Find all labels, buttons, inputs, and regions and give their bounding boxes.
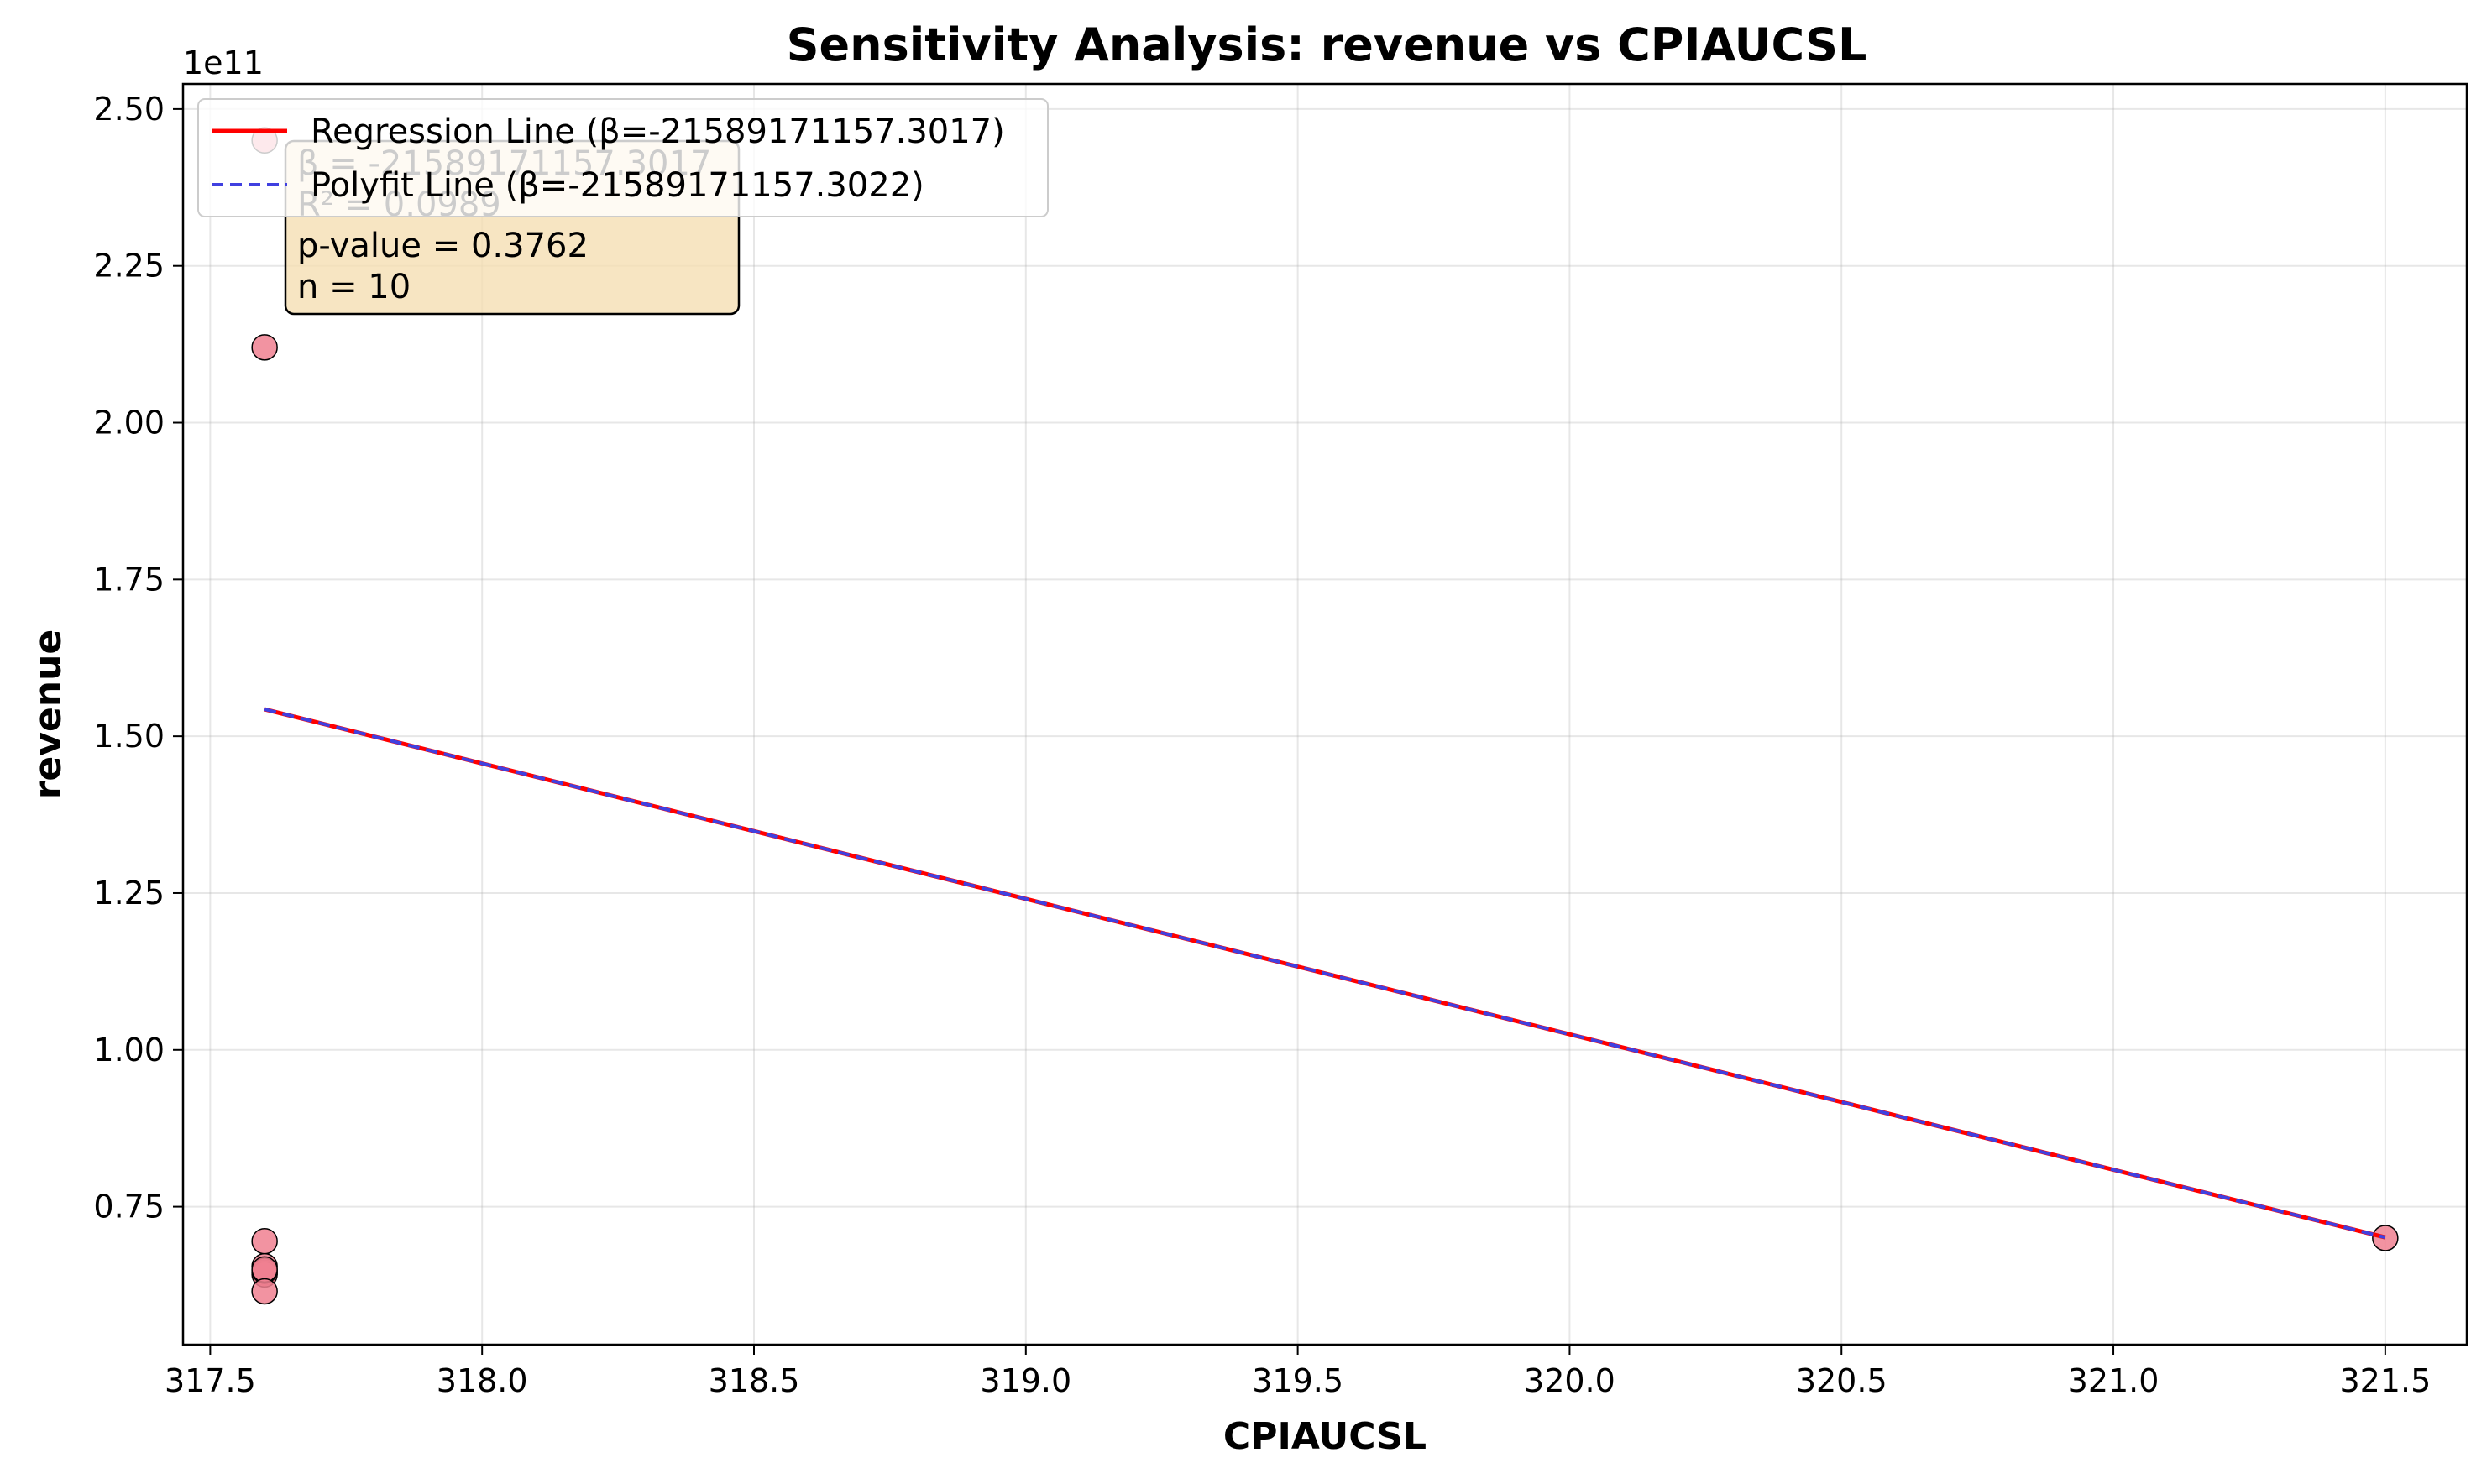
x-axis-label: CPIAUCSL bbox=[1223, 1415, 1427, 1458]
legend-entry: Regression Line (β=-21589171157.3017) bbox=[311, 112, 1005, 151]
y-tick-label: 2.50 bbox=[93, 91, 165, 128]
y-tick-label: 2.00 bbox=[93, 405, 165, 442]
x-tick-label: 319.5 bbox=[1252, 1362, 1343, 1399]
stats-line: p-value = 0.3762 bbox=[297, 227, 589, 265]
x-tick-label: 321.0 bbox=[2068, 1362, 2160, 1399]
stats-line: n = 10 bbox=[297, 268, 411, 306]
x-tick-label: 320.5 bbox=[1796, 1362, 1887, 1399]
legend: Regression Line (β=-21589171157.3017) Pol… bbox=[197, 98, 1049, 217]
y-tick-label: 1.50 bbox=[93, 718, 165, 755]
y-tick-label: 0.75 bbox=[93, 1189, 165, 1225]
y-offset-label: 1e11 bbox=[183, 44, 264, 81]
y-tick-label: 1.75 bbox=[93, 561, 165, 598]
legend-entry: Polyfit Line (β=-21589171157.3022) bbox=[311, 166, 924, 205]
fit-lines bbox=[264, 707, 2386, 1240]
grid bbox=[183, 84, 2467, 1345]
scatter-point bbox=[251, 1227, 278, 1255]
y-tick-label: 2.25 bbox=[93, 248, 165, 285]
chart-title: Sensitivity Analysis: revenue vs CPIAUCS… bbox=[787, 18, 1867, 71]
ticks: 317.5 318.0 318.5 319.0 319.5 320.0 320.5 321.0… bbox=[93, 91, 2431, 1399]
x-tick-label: 319.0 bbox=[980, 1362, 1071, 1399]
x-tick-label: 317.5 bbox=[165, 1362, 256, 1399]
legend-frame bbox=[197, 98, 1049, 217]
x-tick-label: 321.5 bbox=[2339, 1362, 2431, 1399]
y-tick-label: 1.00 bbox=[93, 1032, 165, 1069]
x-tick-label: 318.5 bbox=[709, 1362, 800, 1399]
x-tick-label: 320.0 bbox=[1524, 1362, 1615, 1399]
polyfit-line bbox=[264, 708, 2386, 1240]
x-tick-label: 318.0 bbox=[437, 1362, 528, 1399]
y-axis-label: revenue bbox=[27, 630, 70, 800]
scatter-point bbox=[251, 1278, 278, 1305]
scatter-point bbox=[2372, 1225, 2399, 1251]
axes-frame bbox=[181, 82, 2468, 1346]
scatter-point bbox=[251, 334, 278, 361]
y-tick-label: 1.25 bbox=[93, 875, 165, 912]
